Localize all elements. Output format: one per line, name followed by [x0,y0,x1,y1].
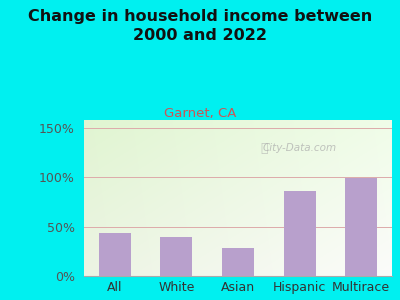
Text: Change in household income between
2000 and 2022: Change in household income between 2000 … [28,9,372,43]
Text: Garnet, CA: Garnet, CA [164,106,236,119]
Bar [99,232,131,276]
Bar [222,248,254,276]
Text: ⓘ: ⓘ [260,142,268,154]
Bar [160,236,192,276]
Bar [284,191,316,276]
Text: City-Data.com: City-Data.com [262,143,337,153]
Bar [345,178,377,276]
